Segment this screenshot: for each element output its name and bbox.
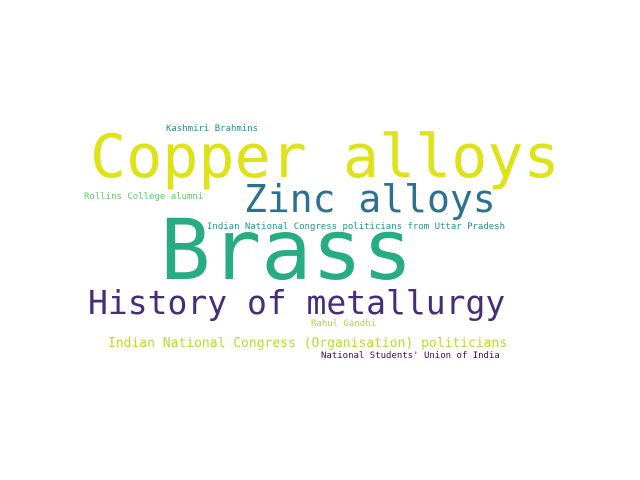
word-inc-organisation-politicians: Indian National Congress (Organisation) …	[108, 336, 508, 351]
word-brass: Brass	[160, 201, 413, 299]
word-rollins-college-alumni: Rollins College alumni	[84, 192, 204, 202]
word-rahul-gandhi: Rahul Gandhi	[311, 319, 377, 329]
word-national-students-union: National Students' Union of India	[321, 351, 500, 361]
word-history-of-metallurgy: History of metallurgy	[88, 283, 506, 322]
word-zinc-alloys: Zinc alloys	[244, 177, 496, 221]
word-inc-politicians-uttar-pradesh: Indian National Congress politicians fro…	[207, 222, 506, 232]
word-kashmiri-brahmins: Kashmiri Brahmins	[166, 124, 259, 134]
word-copper-alloys: Copper alloys	[90, 122, 560, 192]
